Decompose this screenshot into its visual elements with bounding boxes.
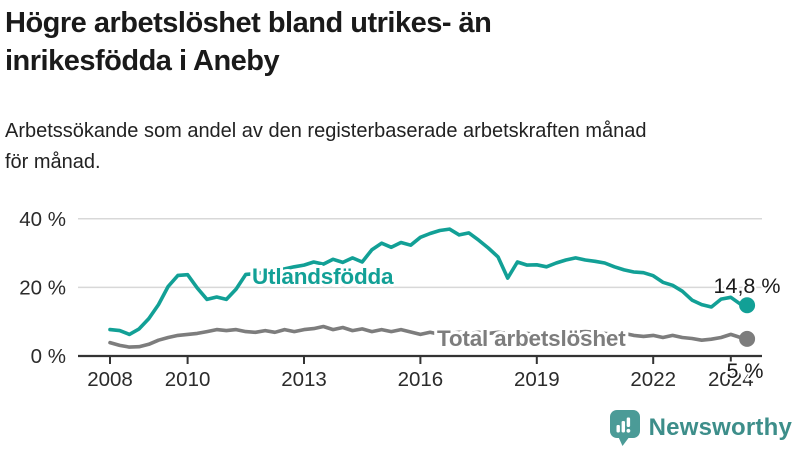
chart-title-line-2: inrikesfödda i Aneby [5, 45, 280, 77]
brand-name: Newsworthy [648, 414, 792, 441]
series-end-dot-total [739, 330, 756, 347]
y-tick-label: 0 % [31, 345, 66, 368]
x-tick-label: 2008 [87, 368, 133, 391]
brand-footer: Newsworthy [608, 409, 792, 447]
x-tick-label: 2016 [398, 368, 444, 391]
chart-subtitle-line-2: för månad. [5, 151, 101, 173]
series-line-total [108, 324, 749, 349]
x-tick-label: 2019 [514, 368, 560, 391]
end-value-label-total: 5 % [726, 359, 763, 383]
x-tick-label: 2024 [708, 368, 754, 391]
chart-subtitle: Arbetssökande som andel av den registerb… [5, 116, 795, 178]
x-tick-label: 2022 [630, 368, 676, 391]
chart-title-line-1: Högre arbetslöshet bland utrikes- än [5, 7, 492, 39]
x-tick-label: 2013 [281, 368, 327, 391]
series-line-utlandsfodda [108, 227, 749, 337]
newsworthy-logo-icon [609, 410, 640, 446]
x-tick-label: 2010 [165, 368, 211, 391]
chart-title: Högre arbetslöshet bland utrikes- än inr… [5, 4, 705, 80]
series-end-dot-utlandsfodda [739, 297, 756, 314]
series-label-utlandsfodda: Utlandsfödda [252, 264, 394, 289]
y-tick-label: 40 % [19, 208, 66, 231]
series-label-total: Total arbetslöshet [437, 326, 626, 351]
y-tick-label: 20 % [19, 276, 66, 299]
end-value-label-utlandsfodda: 14,8 % [714, 274, 781, 298]
chart-subtitle-line-1: Arbetssökande som andel av den registerb… [5, 120, 647, 142]
